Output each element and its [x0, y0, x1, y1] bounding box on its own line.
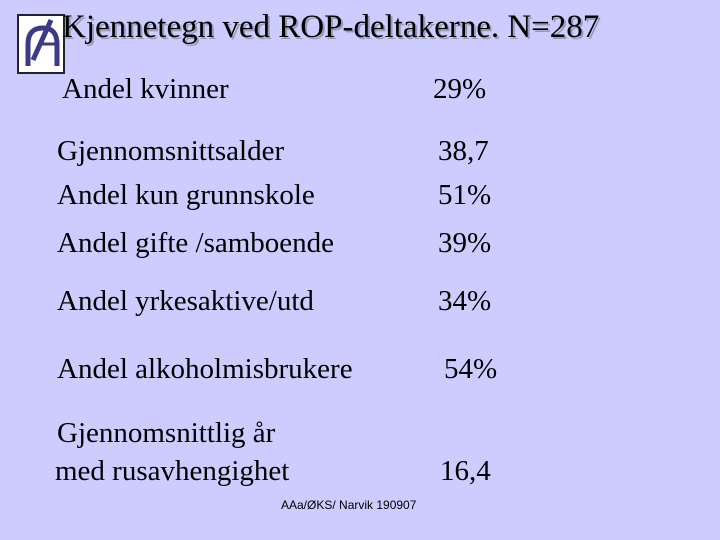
- organization-logo-icon: [17, 14, 65, 74]
- row-value-women: 29%: [433, 73, 487, 105]
- row-label-average-age: Gjennomsnittsalder: [57, 135, 285, 167]
- row-value-married: 39%: [438, 227, 492, 259]
- row-label-years-dependency-line1: Gjennomsnittlig år: [57, 417, 276, 449]
- row-label-women: Andel kvinner: [62, 73, 229, 105]
- row-value-primary-school: 51%: [438, 179, 492, 211]
- row-value-years-dependency: 16,4: [440, 455, 491, 487]
- row-label-alcohol: Andel alkoholmisbrukere: [57, 353, 353, 385]
- row-value-alcohol: 54%: [444, 353, 498, 385]
- row-label-years-dependency-line2: med rusavhengighet: [55, 455, 290, 487]
- row-value-average-age: 38,7: [438, 135, 489, 167]
- footer-credit: AAa/ØKS/ Narvik 190907: [281, 498, 417, 512]
- row-label-primary-school: Andel kun grunnskole: [57, 179, 315, 211]
- slide-title: Kjennetegn ved ROP-deltakerne. N=287: [62, 9, 600, 45]
- row-value-employed: 34%: [438, 285, 492, 317]
- row-label-employed: Andel yrkesaktive/utd: [57, 285, 314, 317]
- row-label-married: Andel gifte /samboende: [57, 227, 335, 259]
